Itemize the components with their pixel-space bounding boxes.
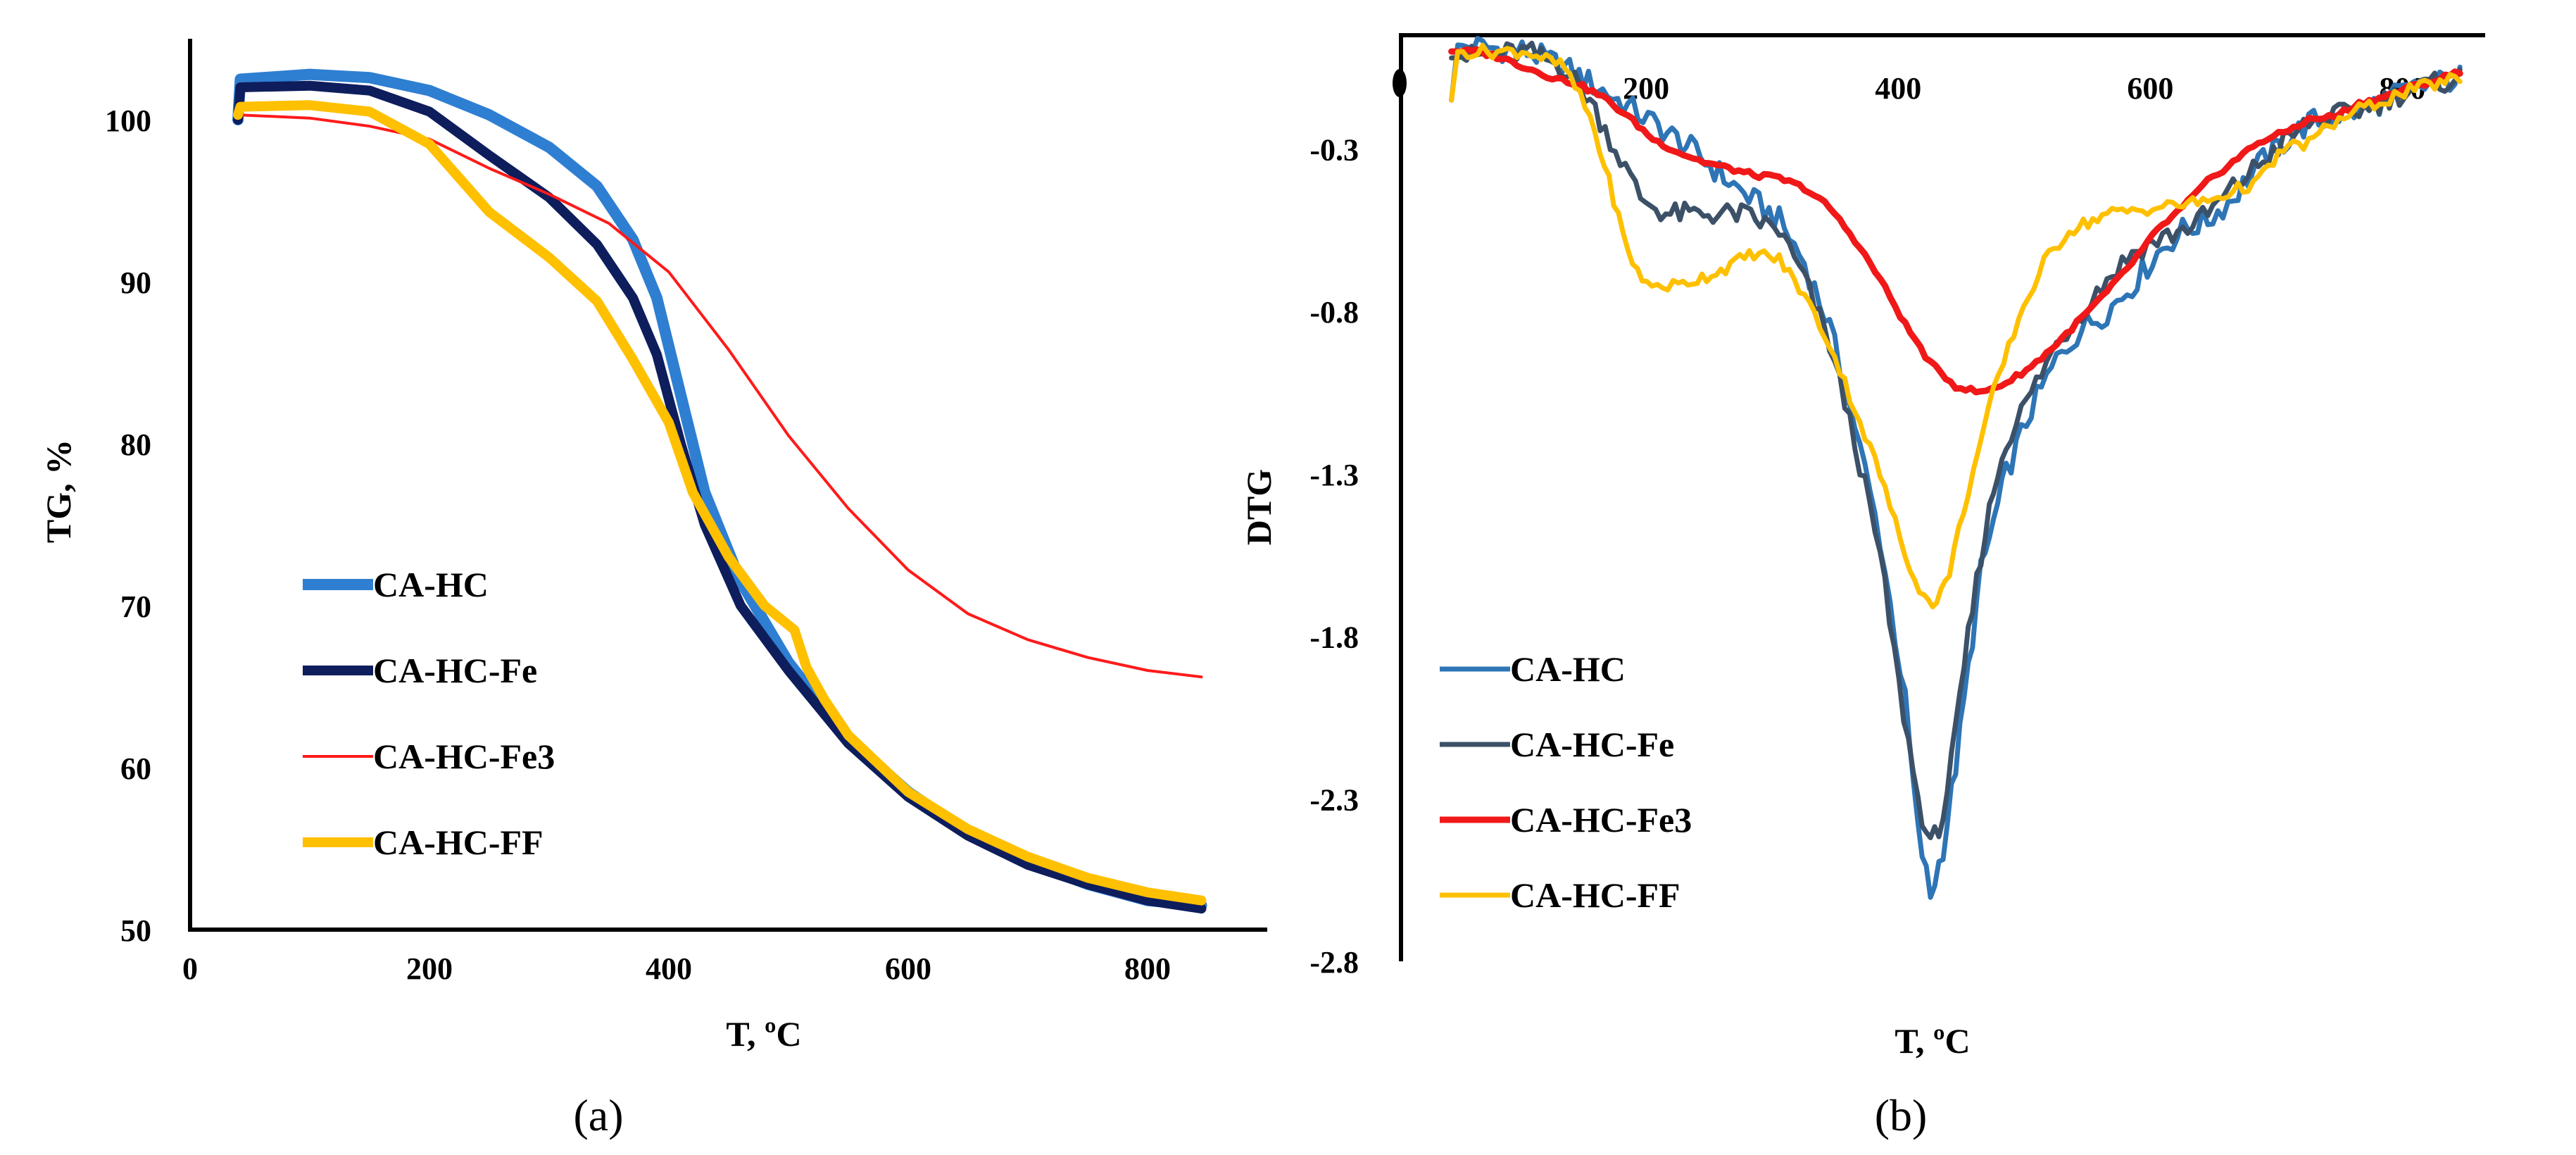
series-line-ca-hc-fe xyxy=(233,80,1207,914)
chart-b-dtg: 200 400 600 800-0.3-0.8-1.3-1.8-2.3-2.8T, º… xyxy=(1239,33,2485,1140)
y-tick-label: -2.8 xyxy=(1309,945,1359,980)
legend-label-ca-hc-ff: CA-HC-FF xyxy=(1510,875,1680,915)
y-axis-title: TG, % xyxy=(39,439,78,543)
legend-label-ca-hc-fe: CA-HC-Fe xyxy=(373,651,537,690)
x-tick-label: 600 xyxy=(2127,71,2173,106)
chart-a-tg: 0 200 400 600 800 50 60 70 80 90 100 T, ºC TG, % CA-H… xyxy=(39,39,1267,1140)
x-tick-label: 0 xyxy=(182,951,198,986)
y-tick-label: 60 xyxy=(120,751,151,786)
legend-label-ca-hc-fe: CA-HC-Fe xyxy=(1510,725,1674,764)
panel-label-b: (b) xyxy=(1875,1090,1928,1140)
legend-label-ca-hc-fe3: CA-HC-Fe3 xyxy=(1510,800,1692,839)
panel-label-a: (a) xyxy=(573,1090,623,1140)
y-axis-title: DTG xyxy=(1239,469,1278,545)
x-axis-title: T, ºC xyxy=(726,1014,801,1054)
legend-label-ca-hc: CA-HC xyxy=(1510,649,1626,689)
y-tick-label: 90 xyxy=(120,266,151,300)
x-tick-label: 600 xyxy=(885,951,931,986)
y-tick-label: 80 xyxy=(120,427,151,462)
y-tick-label: -1.8 xyxy=(1309,620,1359,655)
axis-marker xyxy=(1393,69,1407,97)
series-line-ca-hc-ff xyxy=(1449,42,2463,610)
series-line-ca-hc-ff xyxy=(233,100,1207,906)
x-tick-label: 400 xyxy=(646,951,692,986)
legend-label-ca-hc-ff: CA-HC-FF xyxy=(373,823,544,862)
series-line-ca-hc-fe3 xyxy=(1448,46,2463,396)
series-line-ca-hc xyxy=(232,68,1207,911)
y-tick-label: 100 xyxy=(105,104,151,138)
x-tick-label: 800 xyxy=(1124,951,1171,986)
x-axis-title: T, ºC xyxy=(1895,1021,1970,1061)
y-tick-label: -0.8 xyxy=(1309,295,1359,330)
x-tick-label: 200 xyxy=(406,951,453,986)
x-tick-label: 400 xyxy=(1875,71,1921,106)
legend-label-ca-hc-fe3: CA-HC-Fe3 xyxy=(373,737,555,776)
y-tick-label: -2.3 xyxy=(1309,782,1359,817)
y-tick-label: -0.3 xyxy=(1309,132,1359,167)
legend-label-ca-hc: CA-HC xyxy=(373,565,489,604)
y-tick-label: 50 xyxy=(120,913,151,948)
y-tick-label: 70 xyxy=(120,589,151,624)
y-tick-label: -1.3 xyxy=(1309,458,1359,492)
